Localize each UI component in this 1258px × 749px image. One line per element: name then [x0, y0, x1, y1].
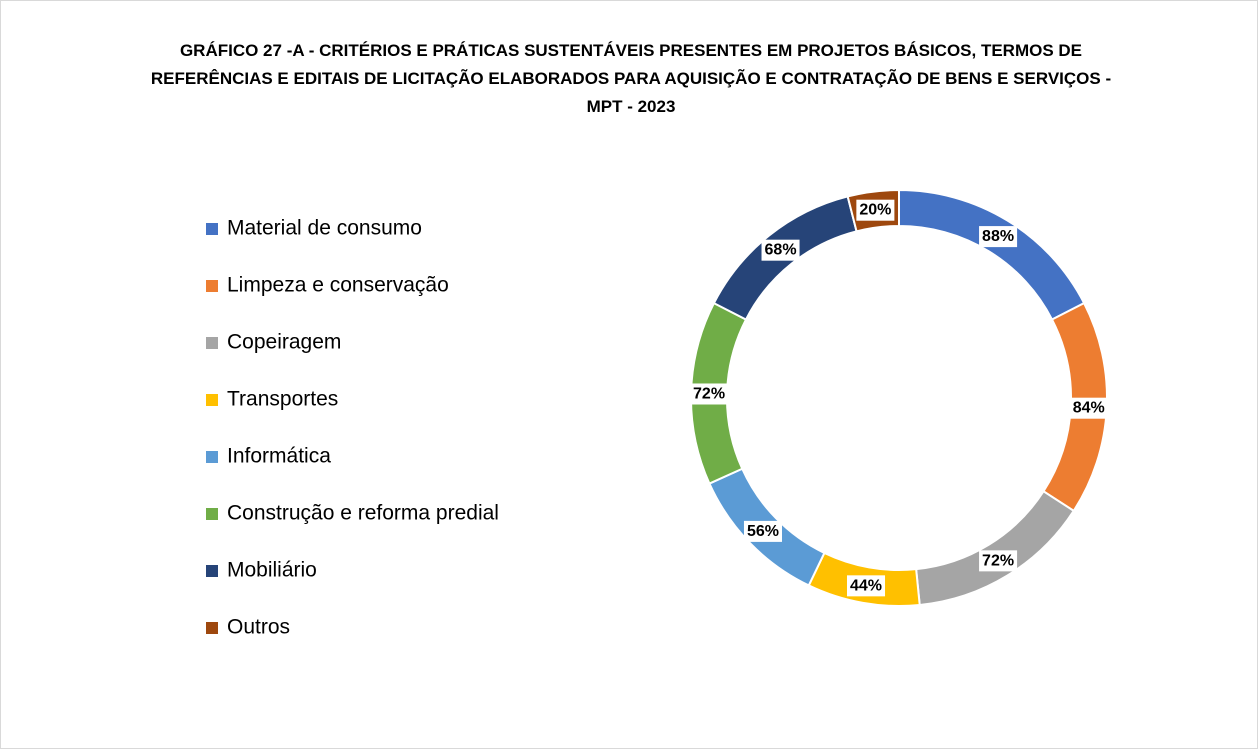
slice	[898, 188, 1086, 321]
legend-swatch	[206, 337, 218, 349]
legend-label: Informática	[227, 445, 331, 468]
legend-swatch	[206, 280, 218, 292]
data-label: 56%	[747, 523, 779, 540]
data-label: 72%	[693, 385, 725, 402]
data-label-box	[690, 383, 729, 405]
data-label-box	[856, 199, 895, 221]
data-label: 88%	[982, 228, 1014, 245]
legend-label: Mobiliário	[227, 559, 317, 582]
legend-label: Copeiragem	[227, 331, 341, 354]
legend-swatch	[206, 622, 218, 634]
data-label-box	[979, 550, 1018, 572]
legend-label: Material de consumo	[227, 217, 422, 240]
legend-label: Transportes	[227, 388, 338, 411]
slice	[915, 489, 1076, 607]
data-label: 44%	[850, 577, 882, 594]
data-label-box	[761, 239, 800, 261]
data-label: 84%	[1073, 400, 1105, 417]
data-label-box	[846, 575, 886, 597]
legend-swatch	[206, 394, 218, 406]
legend-label: Limpeza e conservação	[227, 274, 449, 297]
legend-label: Construção e reforma predial	[227, 502, 499, 525]
legend-swatch	[206, 508, 218, 520]
legend-label: Outros	[227, 616, 290, 639]
legend-swatch	[206, 223, 218, 235]
data-label-box	[1069, 397, 1108, 419]
legend-swatch	[206, 451, 218, 463]
data-label: 20%	[859, 202, 891, 219]
chart-title: GRÁFICO 27 -A - CRITÉRIOS E PRÁTICAS SUS…	[150, 41, 1112, 116]
data-label-box	[743, 520, 783, 542]
legend-swatch	[206, 565, 218, 577]
data-label: 68%	[765, 242, 797, 259]
data-label: 72%	[982, 552, 1014, 569]
data-label-box	[979, 226, 1018, 248]
